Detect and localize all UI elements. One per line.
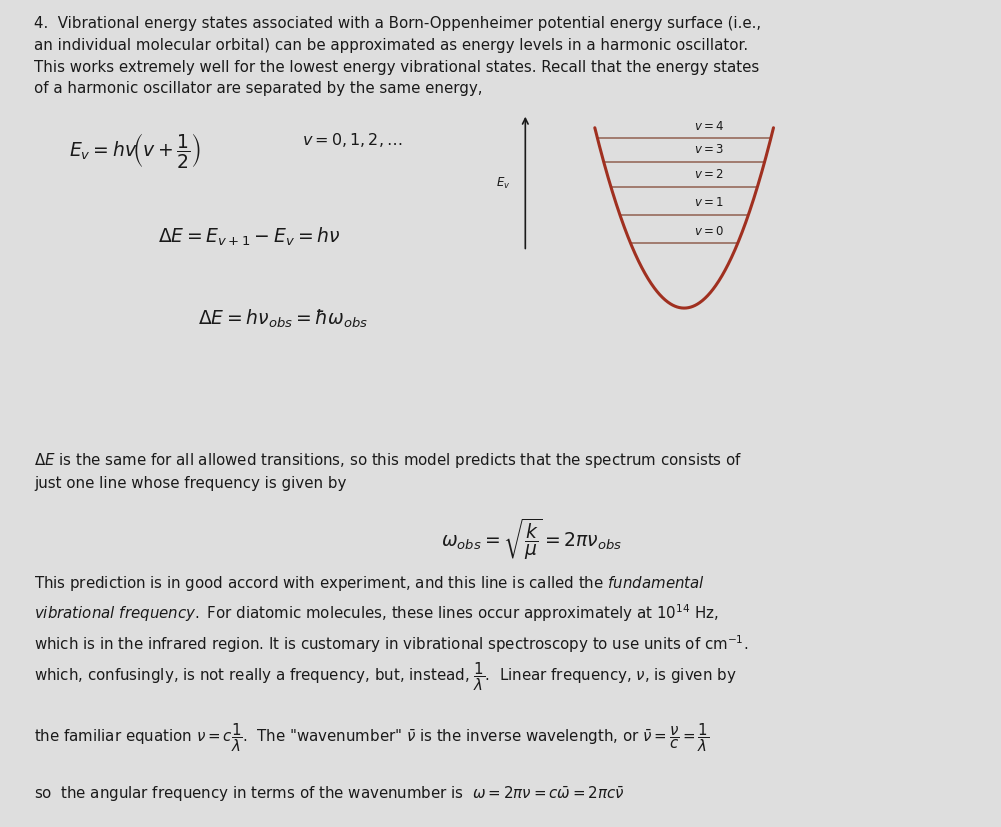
Text: $E_v = hv\!\left(v + \dfrac{1}{2}\right)$: $E_v = hv\!\left(v + \dfrac{1}{2}\right)… bbox=[69, 131, 201, 170]
Text: $v = 3$: $v = 3$ bbox=[694, 143, 724, 156]
Text: 4.  Vibrational energy states associated with a Born-Oppenheimer potential energ: 4. Vibrational energy states associated … bbox=[34, 17, 761, 96]
Text: $E_v$: $E_v$ bbox=[496, 176, 511, 191]
Text: the familiar equation $\nu = c\dfrac{1}{\lambda}$.  The "wavenumber" $\bar{\nu}$: the familiar equation $\nu = c\dfrac{1}{… bbox=[34, 720, 709, 753]
Text: $\omega_{obs} = \sqrt{\dfrac{k}{\mu}} = 2\pi\nu_{obs}$: $\omega_{obs} = \sqrt{\dfrac{k}{\mu}} = … bbox=[440, 516, 623, 561]
Text: $v = 4$: $v = 4$ bbox=[694, 120, 725, 132]
Text: This prediction is in good accord with experiment, and this line is called the $: This prediction is in good accord with e… bbox=[34, 573, 748, 654]
Text: $\Delta E = h\nu_{obs} = \hbar\omega_{obs}$: $\Delta E = h\nu_{obs} = \hbar\omega_{ob… bbox=[198, 307, 368, 329]
Text: $v = 1$: $v = 1$ bbox=[694, 196, 724, 208]
Text: so  the angular frequency in terms of the wavenumber is  $\omega = 2\pi\nu = c\b: so the angular frequency in terms of the… bbox=[34, 783, 625, 803]
Text: $v = 0, 1, 2, \ldots$: $v = 0, 1, 2, \ldots$ bbox=[302, 131, 402, 149]
Text: which, confusingly, is not really a frequency, but, instead, $\dfrac{1}{\lambda}: which, confusingly, is not really a freq… bbox=[34, 659, 737, 691]
Text: $\Delta E = E_{v+1} - E_v = h\nu$: $\Delta E = E_{v+1} - E_v = h\nu$ bbox=[158, 225, 340, 247]
Text: $v = 2$: $v = 2$ bbox=[694, 168, 724, 181]
Text: $v = 0$: $v = 0$ bbox=[694, 224, 724, 237]
Text: $\Delta E$ is the same for all allowed transitions, so this model predicts that : $\Delta E$ is the same for all allowed t… bbox=[34, 451, 743, 491]
